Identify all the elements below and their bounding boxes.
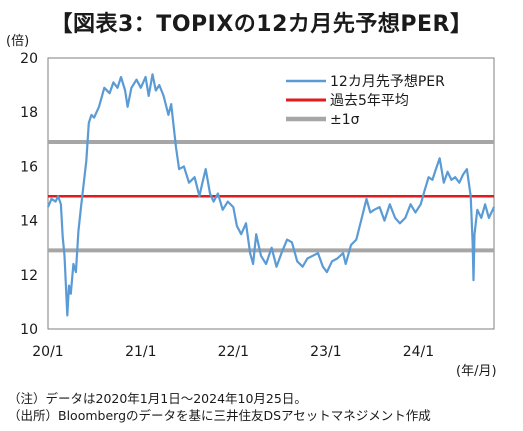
y-tick-label: 18 [20,105,38,121]
y-axis: 10 12 14 16 18 20 [20,51,38,338]
x-tick-label: 22/1 [218,344,249,360]
series-lines [46,73,495,317]
chart-title: 【図表3：TOPIXの12カ月先予想PER】 [50,12,473,37]
legend: 12カ月先予想PER 過去5年平均 ±1σ [286,74,445,128]
per-series-line [46,73,495,317]
legend-per-label: 12カ月先予想PER [330,74,445,90]
note-source: （出所）Bloombergのデータを基に三井住友DSアセットマネジメント作成 [8,408,431,423]
y-tick-label: 16 [20,159,38,175]
x-tick-label: 21/1 [125,344,156,360]
y-axis-unit: (倍) [6,34,30,49]
x-axis-unit: (年/月) [456,364,497,379]
x-tick-label: 24/1 [403,344,434,360]
x-tick-label: 20/1 [32,344,63,360]
y-tick-label: 20 [20,51,38,67]
y-tick-label: 14 [20,214,38,230]
plot-frame [47,57,495,330]
legend-average-label: 過去5年平均 [330,93,409,109]
y-tick-label: 10 [20,322,38,338]
reference-lines [48,140,494,253]
x-tick-label: 23/1 [310,344,341,360]
y-tick-label: 12 [20,268,38,284]
x-axis: 20/1 21/1 22/1 23/1 24/1 [32,344,434,360]
note-data-period: （注）データは2020年1月1日～2024年10月25日。 [8,391,307,406]
legend-sigma-label: ±1σ [330,112,360,128]
